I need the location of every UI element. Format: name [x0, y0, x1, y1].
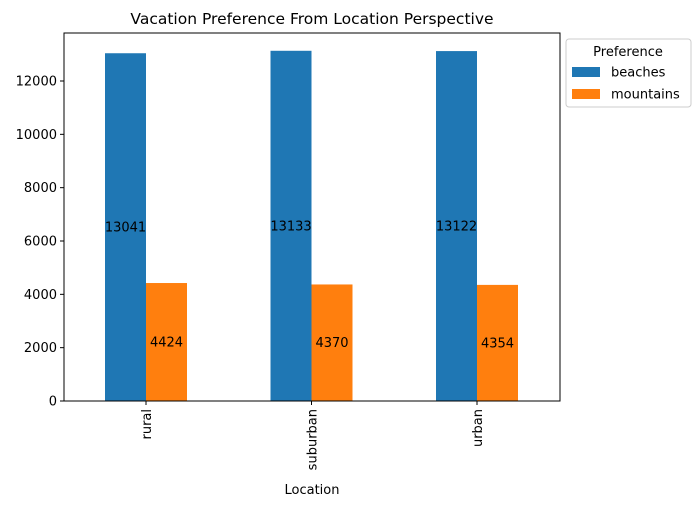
y-tick-label: 10000 [16, 128, 57, 143]
x-tick-label-rural: rural [140, 409, 155, 440]
y-tick-label: 0 [49, 395, 57, 410]
data-label-mountains-urban: 4354 [481, 336, 514, 351]
bar-beaches-rural [105, 53, 146, 402]
legend-entries: beaches mountains [572, 66, 680, 103]
y-tick-label: 4000 [24, 288, 57, 303]
bar-mountains-rural [146, 283, 187, 401]
bar-mountains-suburban [311, 284, 353, 401]
bar-beaches-suburban [270, 50, 312, 401]
y-tick-label: 2000 [24, 341, 57, 356]
chart-title: Vacation Preference From Location Perspe… [130, 10, 493, 28]
data-label-beaches-rural: 13041 [105, 221, 146, 236]
bar-beaches-urban [436, 51, 477, 402]
bar-mountains-urban [477, 284, 518, 401]
legend-swatch-mountains [572, 89, 600, 99]
y-tick-label: 8000 [24, 181, 57, 196]
legend-swatch-beaches [572, 67, 600, 77]
data-label-mountains-suburban: 4370 [315, 336, 348, 351]
legend-label-beaches: beaches [611, 66, 666, 81]
plot-area: 13041 13133 13122 4424 4370 4354 [63, 32, 561, 402]
x-tick-label-suburban: suburban [306, 409, 321, 470]
data-label-beaches-urban: 13122 [436, 220, 477, 235]
y-tick-label: 12000 [16, 75, 57, 90]
x-axis: rural suburban urban [140, 401, 486, 470]
y-tick-label: 6000 [24, 235, 57, 250]
legend-label-mountains: mountains [611, 88, 680, 103]
y-axis: 0 2000 4000 6000 8000 10000 12000 [16, 75, 64, 410]
data-labels: 13041 13133 13122 4424 4370 4354 [105, 219, 514, 351]
data-label-mountains-rural: 4424 [150, 336, 183, 351]
data-label-beaches-suburban: 13133 [270, 219, 311, 234]
legend: Preference beaches mountains [565, 38, 692, 108]
x-tick-label-urban: urban [471, 409, 486, 447]
x-axis-label: Location [285, 483, 340, 498]
bars [105, 50, 518, 402]
legend-title: Preference [593, 45, 663, 60]
